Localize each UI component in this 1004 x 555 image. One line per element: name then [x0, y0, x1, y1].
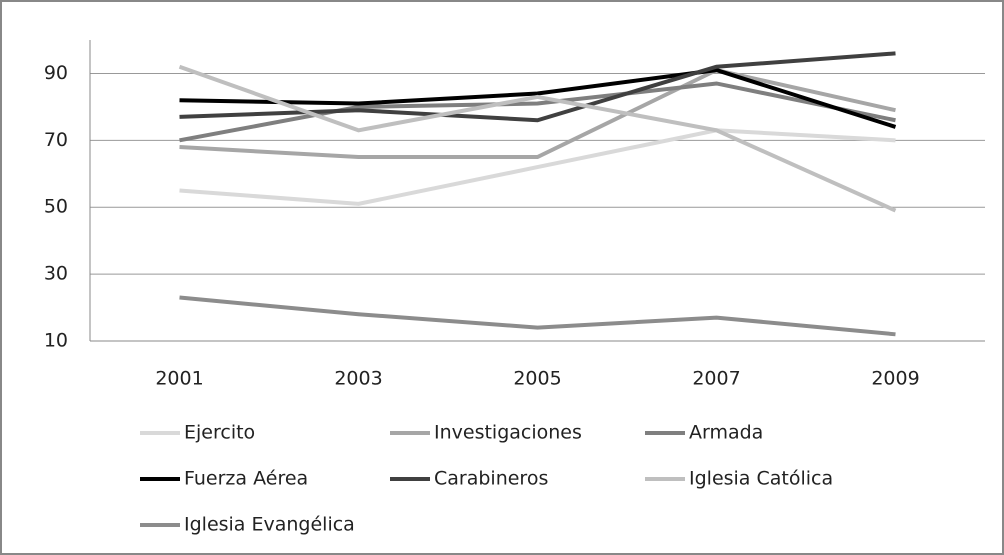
series-line [179, 295, 896, 337]
legend-label: Iglesia Católica [689, 468, 833, 490]
x-tick-label: 2005 [513, 368, 561, 390]
y-tick-label: 30 [44, 263, 68, 285]
series-line [179, 67, 896, 160]
y-tick-label: 10 [44, 330, 68, 352]
series-line [179, 68, 897, 129]
legend-label: Iglesia Evangélica [184, 514, 355, 536]
series-line [179, 128, 896, 206]
x-tick-label: 2007 [692, 368, 740, 390]
series-line [178, 64, 897, 213]
x-tick-label: 2003 [334, 368, 382, 390]
legend-label: Armada [689, 422, 763, 444]
legend-label: Ejercito [184, 422, 255, 444]
x-tick-label: 2009 [871, 368, 919, 390]
series-line [179, 51, 896, 123]
y-tick-label: 50 [44, 196, 68, 218]
x-tick-label: 2001 [155, 368, 203, 390]
y-tick-label: 70 [44, 129, 68, 151]
legend-label: Investigaciones [434, 422, 582, 444]
y-tick-label: 90 [44, 62, 68, 84]
legend-label: Carabineros [434, 468, 548, 490]
series-line [179, 81, 896, 143]
legend-label: Fuerza Aérea [184, 468, 308, 490]
